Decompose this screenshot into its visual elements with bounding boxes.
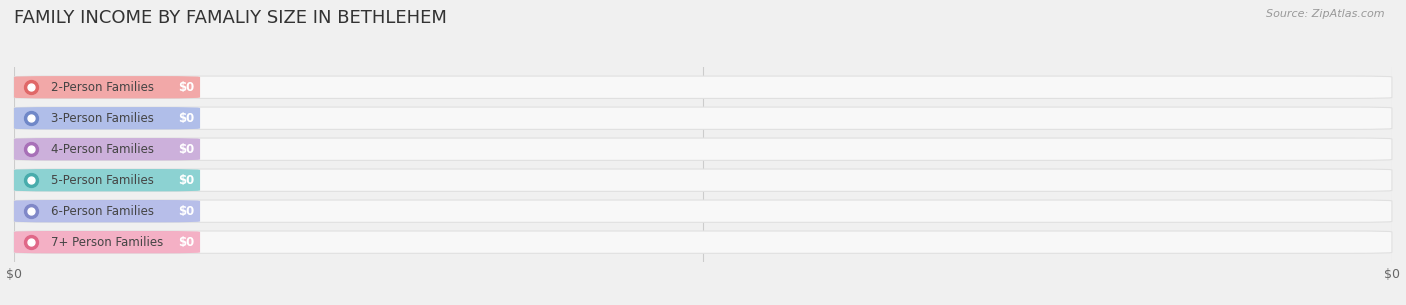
- FancyBboxPatch shape: [14, 231, 200, 253]
- FancyBboxPatch shape: [14, 169, 1392, 191]
- FancyBboxPatch shape: [14, 107, 1392, 129]
- Text: $0: $0: [179, 205, 194, 218]
- Text: 5-Person Families: 5-Person Families: [51, 174, 155, 187]
- FancyBboxPatch shape: [14, 107, 200, 129]
- Text: Source: ZipAtlas.com: Source: ZipAtlas.com: [1267, 9, 1385, 19]
- FancyBboxPatch shape: [14, 76, 1392, 99]
- FancyBboxPatch shape: [14, 169, 200, 191]
- Text: 6-Person Families: 6-Person Families: [51, 205, 155, 218]
- Text: $0: $0: [179, 236, 194, 249]
- FancyBboxPatch shape: [14, 200, 1392, 222]
- FancyBboxPatch shape: [14, 76, 200, 99]
- Text: 2-Person Families: 2-Person Families: [51, 81, 155, 94]
- FancyBboxPatch shape: [14, 138, 200, 160]
- Text: $0: $0: [179, 112, 194, 125]
- FancyBboxPatch shape: [14, 200, 200, 222]
- Text: $0: $0: [179, 81, 194, 94]
- Text: FAMILY INCOME BY FAMALIY SIZE IN BETHLEHEM: FAMILY INCOME BY FAMALIY SIZE IN BETHLEH…: [14, 9, 447, 27]
- Text: $0: $0: [179, 174, 194, 187]
- FancyBboxPatch shape: [14, 138, 1392, 160]
- Text: 7+ Person Families: 7+ Person Families: [51, 236, 163, 249]
- Text: 3-Person Families: 3-Person Families: [51, 112, 155, 125]
- Text: $0: $0: [179, 143, 194, 156]
- FancyBboxPatch shape: [14, 231, 1392, 253]
- Text: 4-Person Families: 4-Person Families: [51, 143, 155, 156]
